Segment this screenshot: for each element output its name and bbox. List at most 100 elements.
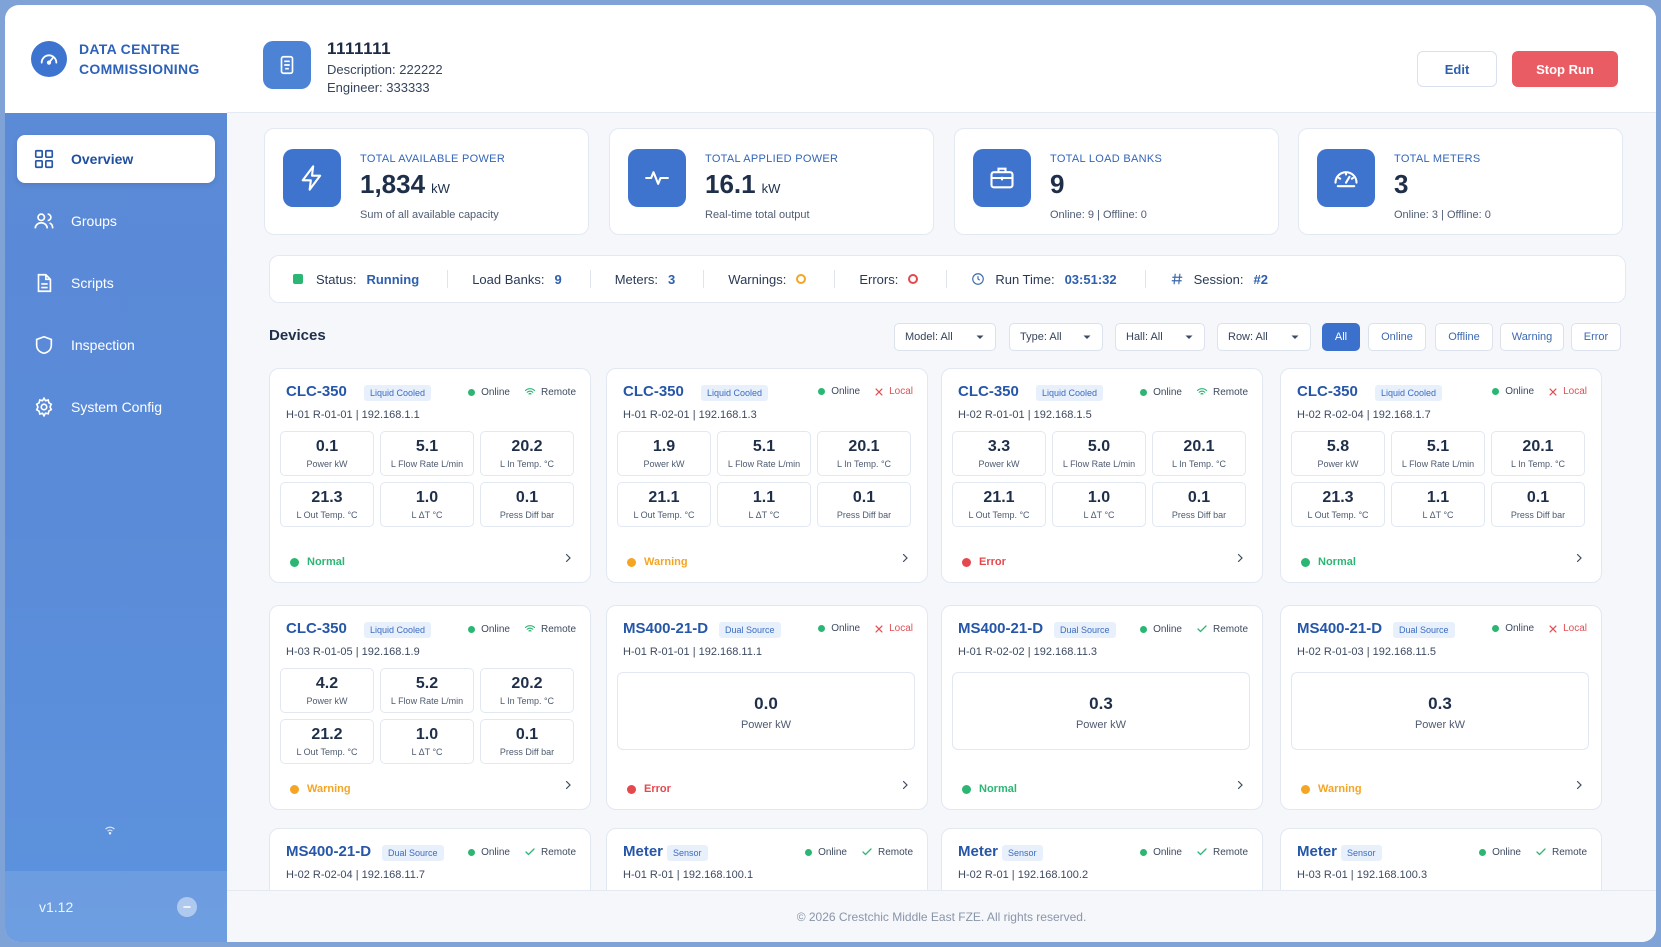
device-card[interactable]: CLC-350 Liquid Cooled Online Remote H-01 R-0… (269, 368, 591, 583)
connection-status: Online (481, 386, 510, 398)
stat-sub: Online: 3 | Offline: 0 (1394, 209, 1491, 221)
metric-value: 20.2 (511, 675, 543, 692)
type-filter[interactable]: Type: All (1009, 323, 1103, 351)
status-label: Status: (316, 271, 357, 287)
device-name: CLC-350 (623, 383, 684, 400)
device-grid: CLC-350 Liquid Cooled Online Remote H-01 R-0… (227, 360, 1656, 890)
check-icon (1197, 625, 1207, 633)
speedometer-logo-icon (31, 41, 67, 77)
device-card[interactable]: CLC-350 Liquid Cooled Online Remote H-03 R-0… (269, 605, 591, 810)
device-connection: Online Local (818, 386, 913, 397)
filter-value: Type: All (1020, 331, 1062, 343)
chevron-down-icon (976, 335, 984, 339)
open-device-button[interactable] (1573, 551, 1585, 569)
run-time-value: 03:51:32 (1064, 271, 1117, 287)
check-icon (525, 848, 535, 856)
open-device-button[interactable] (562, 551, 574, 569)
hall-filter[interactable]: Hall: All (1115, 323, 1205, 351)
connection-status: Online (1505, 623, 1535, 634)
state-dot-icon (962, 557, 971, 567)
chevron-right-icon (1576, 780, 1582, 790)
metric-tile: 0.1 Press Diff bar (817, 482, 911, 527)
model-filter[interactable]: Model: All (894, 323, 996, 351)
metric-label: L ΔT °C (1422, 510, 1454, 520)
stat-unit: kW (761, 181, 781, 196)
briefcase-icon (973, 149, 1031, 207)
metric-value: 1.1 (1426, 489, 1450, 506)
sidebar-item-overview[interactable]: Overview (17, 135, 215, 183)
load-banks-value: 9 (554, 271, 562, 287)
device-card[interactable]: Meter Sensor Online Remote H-02 R-01 | 192.1… (941, 828, 1263, 890)
stat-value: 9 (1050, 169, 1070, 200)
device-card[interactable]: Meter Sensor Online Remote H-01 R-01 | 192.1… (606, 828, 928, 890)
device-card[interactable]: MS400-21-D Dual Source Online Local H-02 R-0… (1280, 605, 1602, 810)
open-device-button[interactable] (1573, 778, 1585, 796)
run-engineer: Engineer: 333333 (327, 80, 430, 95)
sidebar-item-system-config[interactable]: System Config (17, 383, 215, 431)
state-label: Error (979, 556, 1006, 568)
devices-title: Devices (269, 327, 326, 344)
open-device-button[interactable] (899, 778, 911, 796)
run-title: 1111111 (327, 39, 392, 58)
device-type-tag: Liquid Cooled (364, 385, 432, 401)
stat-unit: kW (431, 181, 450, 196)
filter-chip-all[interactable]: All (1322, 323, 1360, 351)
metric-value: 3.3 (987, 438, 1011, 455)
device-card[interactable]: MS400-21-D Dual Source Online Remote H-01 R-… (941, 605, 1263, 810)
device-card[interactable]: CLC-350 Liquid Cooled Online Local H-01 R-02… (606, 368, 928, 583)
online-dot-icon (1140, 388, 1148, 396)
control-mode: Remote (524, 846, 576, 858)
control-mode: Remote (524, 386, 576, 398)
meters-label: Meters: (614, 271, 659, 287)
wifi-icon (524, 625, 536, 632)
device-name: CLC-350 (1297, 383, 1358, 400)
sidebar-item-label: Overview (71, 151, 134, 167)
metric-label: Power kW (306, 459, 348, 469)
device-state: Normal (290, 556, 345, 568)
gauge-icon (1317, 149, 1375, 207)
power-value: 0.3 (1428, 694, 1452, 713)
device-card[interactable]: CLC-350 Liquid Cooled Online Local H-02 R-02… (1280, 368, 1602, 583)
state-dot-icon (290, 784, 299, 794)
filter-chip-error[interactable]: Error (1571, 323, 1621, 351)
device-card[interactable]: CLC-350 Liquid Cooled Online Remote H-02 R-0… (941, 368, 1263, 583)
filter-chip-warning[interactable]: Warning (1500, 323, 1564, 351)
open-device-button[interactable] (1234, 551, 1246, 569)
status-item: Status: Running (292, 270, 449, 288)
chevron-right-icon (565, 553, 571, 563)
filter-chip-online[interactable]: Online (1368, 323, 1426, 351)
metric-value: 1.0 (415, 489, 439, 506)
metric-tile: 1.0 L ΔT °C (1052, 482, 1146, 527)
open-device-button[interactable] (899, 551, 911, 569)
error-indicator-icon (908, 274, 919, 284)
metric-tile: 0.1 Power kW (280, 431, 374, 476)
stat-number: 16.1 (705, 169, 756, 199)
control-mode-label: Local (1563, 623, 1587, 634)
sidebar-item-inspection[interactable]: Inspection (17, 321, 215, 369)
online-dot-icon (468, 625, 476, 633)
device-card[interactable]: MS400-21-D Dual Source Online Remote H-02 R-… (269, 828, 591, 890)
filter-chip-offline[interactable]: Offline (1435, 323, 1493, 351)
metric-label: Power kW (306, 696, 348, 706)
stat-value: 16.1 kW (705, 169, 780, 200)
header: 1111111 Description: 222222 Engineer: 33… (227, 5, 1656, 113)
warnings-label: Warnings: (728, 271, 787, 287)
metric-tile: 5.1 L Flow Rate L/min (717, 431, 811, 476)
sidebar-item-scripts[interactable]: Scripts (17, 259, 215, 307)
metric-label: L Flow Rate L/min (390, 696, 464, 706)
chevron-right-icon (1576, 553, 1582, 563)
row-filter[interactable]: Row: All (1217, 323, 1311, 351)
stop-run-button[interactable]: Stop Run (1512, 51, 1618, 87)
open-device-button[interactable] (1234, 778, 1246, 796)
edit-button[interactable]: Edit (1417, 51, 1497, 87)
app-window: DATA CENTRE COMMISSIONING Overview Group… (5, 5, 1656, 942)
collapse-sidebar-button[interactable] (177, 896, 197, 917)
online-dot-icon (818, 625, 826, 632)
metric-label: L ΔT °C (411, 747, 443, 757)
device-card[interactable]: Meter Sensor Online Remote H-03 R-01 | 192.1… (1280, 828, 1602, 890)
control-mode-label: Remote (1551, 846, 1587, 858)
device-state: Normal (1301, 556, 1356, 568)
device-card[interactable]: MS400-21-D Dual Source Online Local H-01 R-0… (606, 605, 928, 810)
open-device-button[interactable] (562, 778, 574, 796)
sidebar-item-groups[interactable]: Groups (17, 197, 215, 245)
